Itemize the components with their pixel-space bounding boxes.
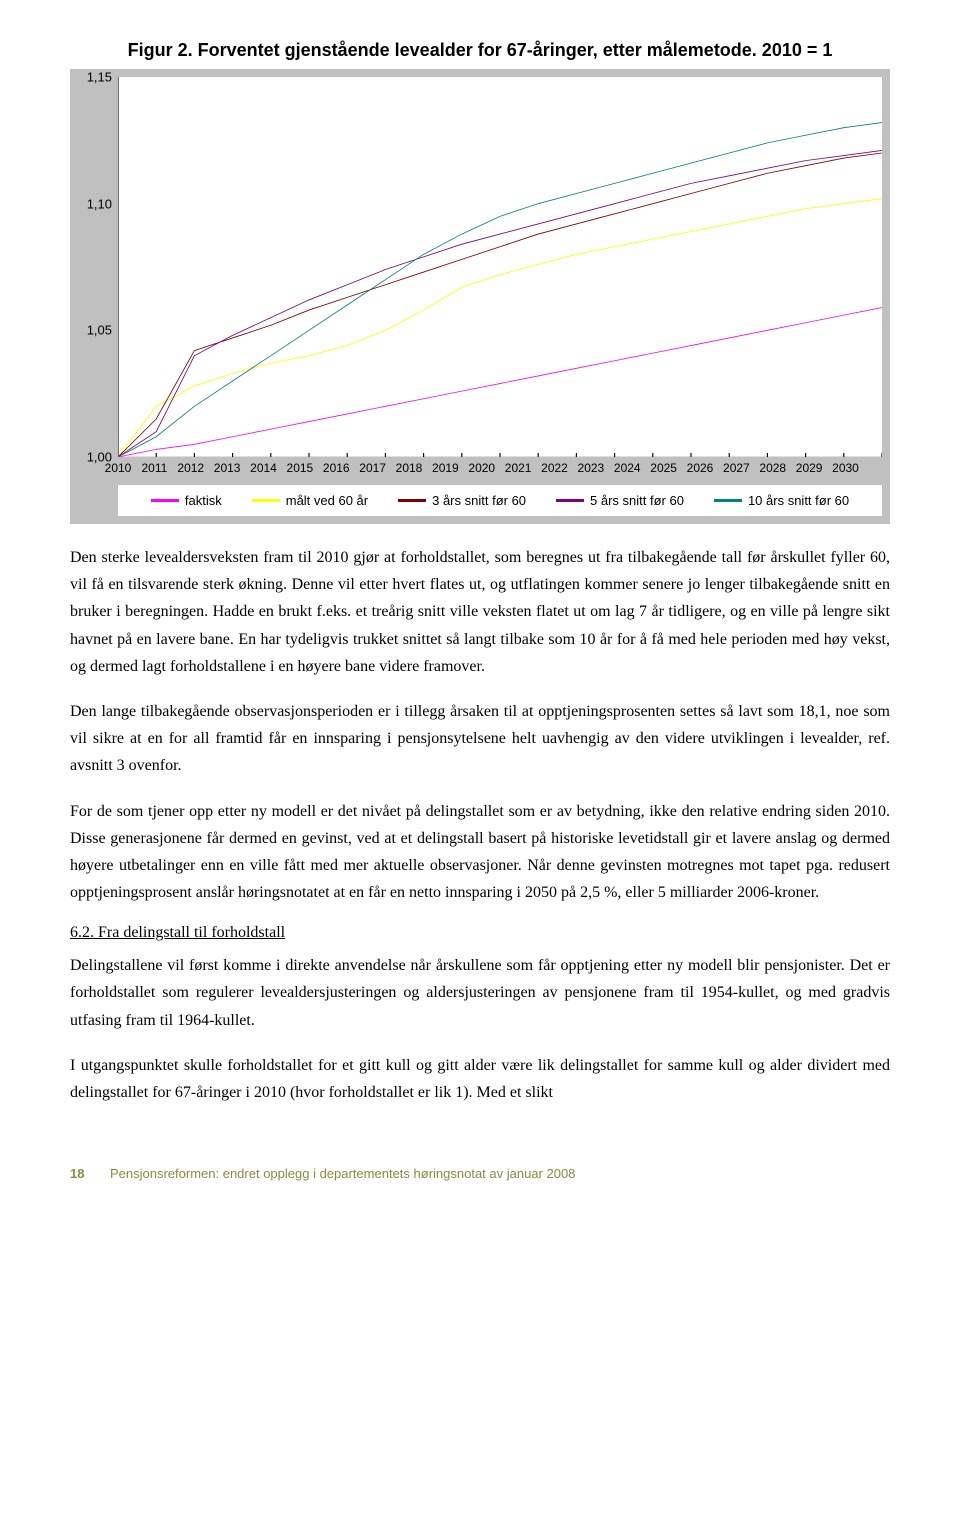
page-number: 18 [70,1166,94,1181]
x-tick-label: 2028 [755,461,791,475]
y-tick-label: 1,15 [87,70,112,85]
legend-swatch [398,499,426,502]
paragraph-3: For de som tjener opp etter ny modell er… [70,798,890,907]
x-tick-label: 2011 [136,461,172,475]
legend-label: 10 års snitt før 60 [748,493,849,508]
chart-legend: faktisk målt ved 60 år 3 års snitt før 60 5… [118,485,882,516]
body-text: Den sterke levealdersveksten fram til 20… [70,544,890,1106]
chart-title: Figur 2. Forventet gjenstående levealder… [70,40,890,61]
chart-lines-svg [118,77,882,457]
x-tick-label: 2020 [464,461,500,475]
x-tick-label: 2026 [682,461,718,475]
x-tick-label: 2025 [645,461,681,475]
x-tick-label: 2015 [282,461,318,475]
legend-swatch [252,499,280,502]
x-tick-label: 2030 [827,461,863,475]
x-tick-label: 2023 [573,461,609,475]
chart-container: 1,001,051,101,15 20102011201220132014201… [70,69,890,524]
legend-label: 3 års snitt før 60 [432,493,526,508]
x-tick-label: 2021 [500,461,536,475]
x-tick-label: 2024 [609,461,645,475]
legend-item-snitt10: 10 års snitt før 60 [714,493,849,508]
page-footer: 18 Pensjonsreformen: endret opplegg i de… [0,1154,960,1193]
x-tick-label: 2014 [245,461,281,475]
chart-series-malt60 [118,199,882,457]
legend-label: 5 års snitt før 60 [590,493,684,508]
legend-label: målt ved 60 år [286,493,368,508]
x-tick-label: 2013 [209,461,245,475]
paragraph-2: Den lange tilbakegående observasjonsperi… [70,698,890,780]
chart-series-snitt10 [118,123,882,457]
legend-label: faktisk [185,493,222,508]
legend-swatch [556,499,584,502]
section-heading: 6.2. Fra delingstall til forholdstall [70,924,890,942]
legend-swatch [714,499,742,502]
legend-item-faktisk: faktisk [151,493,222,508]
chart-series-snitt5 [118,150,882,457]
x-tick-label: 2019 [427,461,463,475]
x-tick-label: 2017 [354,461,390,475]
legend-item-snitt3: 3 års snitt før 60 [398,493,526,508]
chart-plot-area: 1,001,051,101,15 [118,77,882,457]
legend-item-snitt5: 5 års snitt før 60 [556,493,684,508]
x-tick-label: 2022 [536,461,572,475]
x-tick-label: 2016 [318,461,354,475]
legend-swatch [151,499,179,502]
legend-item-malt60: målt ved 60 år [252,493,368,508]
paragraph-4: Delingstallene vil først komme i direkte… [70,952,890,1034]
paragraph-5: I utgangspunktet skulle forholdstallet f… [70,1052,890,1106]
x-tick-label: 2027 [718,461,754,475]
chart-y-axis: 1,001,051,101,15 [78,77,116,457]
x-tick-label: 2012 [173,461,209,475]
chart-series-snitt3 [118,153,882,457]
chart-x-axis: 2010201120122013201420152016201720182019… [118,461,882,475]
y-tick-label: 1,10 [87,196,112,211]
chart-series-faktisk [118,308,882,457]
x-tick-label: 2018 [391,461,427,475]
y-tick-label: 1,05 [87,323,112,338]
x-tick-label: 2029 [791,461,827,475]
paragraph-1: Den sterke levealdersveksten fram til 20… [70,544,890,680]
footer-text: Pensjonsreformen: endret opplegg i depar… [110,1166,575,1181]
x-tick-label: 2010 [100,461,136,475]
